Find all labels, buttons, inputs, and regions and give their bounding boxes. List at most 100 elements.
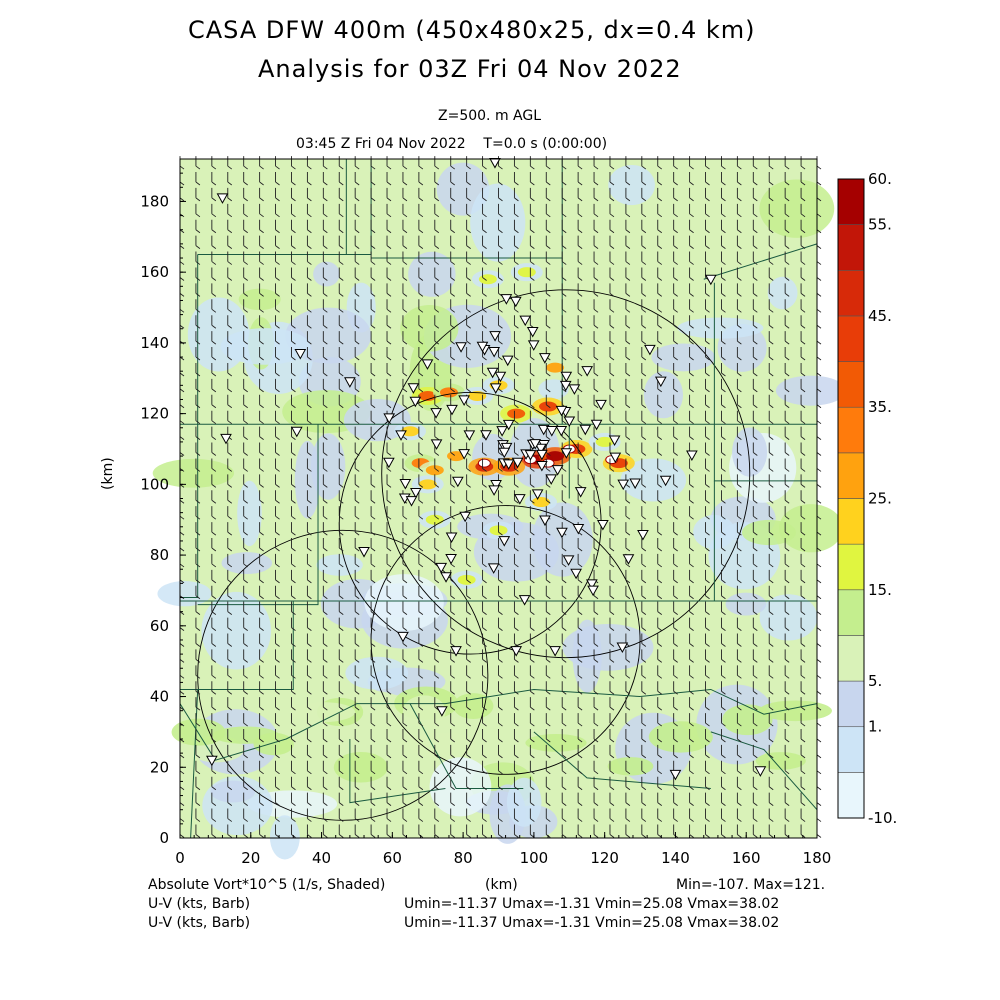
wind-barb <box>561 760 567 775</box>
wind-barb <box>561 697 567 711</box>
wind-barb <box>641 792 647 806</box>
wind-barb <box>418 760 424 775</box>
wind-barb <box>354 458 360 472</box>
station-marker <box>458 395 470 406</box>
wind-barb <box>211 522 217 536</box>
wind-barb <box>529 792 535 806</box>
wind-barb <box>354 251 360 265</box>
wind-barb <box>259 808 264 822</box>
wind-barb <box>561 585 567 600</box>
wind-barb <box>434 267 440 281</box>
wind-barb <box>418 315 424 329</box>
wind-barb <box>498 713 503 727</box>
wind-barb <box>386 681 392 695</box>
wind-barb <box>386 649 392 663</box>
wind-barb <box>736 824 742 838</box>
wind-barb <box>211 553 217 568</box>
wind-barb <box>291 299 296 313</box>
wind-barb <box>641 267 647 281</box>
wind-barb <box>291 203 296 218</box>
wind-barb <box>593 187 599 202</box>
wind-barb <box>259 331 264 345</box>
wind-barb <box>211 601 217 616</box>
wind-barb <box>593 219 599 234</box>
wind-barb <box>800 219 806 234</box>
wind-barb <box>784 331 790 345</box>
wind-barb <box>338 824 344 838</box>
wind-barb <box>370 665 376 679</box>
wind-barb <box>434 824 440 838</box>
wind-barb <box>657 299 663 313</box>
wind-barb <box>529 251 535 265</box>
wind-barb <box>306 219 312 234</box>
wind-barb <box>736 713 742 727</box>
shade-patch <box>470 183 526 262</box>
station-marker <box>430 439 443 450</box>
wind-barb <box>227 315 233 329</box>
wind-barb <box>259 490 264 504</box>
wind-barb <box>195 649 201 663</box>
wind-barb <box>498 315 503 329</box>
wind-barb <box>721 474 726 488</box>
wind-barb <box>338 426 344 440</box>
wind-barb <box>768 442 774 456</box>
wind-barb <box>609 156 615 170</box>
wind-barb <box>577 585 583 600</box>
wind-barb <box>354 267 360 281</box>
wind-barb <box>370 410 376 425</box>
wind-barb <box>450 267 455 281</box>
wind-barb <box>768 728 774 743</box>
field-label-vorticity: Absolute Vort*10^5 (1/s, Shaded) <box>148 877 386 893</box>
wind-barb <box>625 744 631 759</box>
wind-barb <box>625 315 631 329</box>
shade-patch <box>343 398 411 442</box>
wind-barb <box>322 808 328 822</box>
station-marker <box>526 327 539 338</box>
wind-barb <box>625 251 631 265</box>
wind-barb <box>561 776 567 791</box>
wind-barb <box>657 538 663 552</box>
x-tick-label: 160 <box>732 849 761 867</box>
wind-barb <box>736 187 742 202</box>
wind-barb <box>370 617 376 631</box>
wind-barb <box>195 219 201 234</box>
wind-barb <box>322 490 328 504</box>
wind-barb <box>625 585 631 600</box>
wind-barb <box>227 808 233 822</box>
wind-barb <box>800 362 806 377</box>
wind-barb <box>721 171 726 186</box>
wind-barb <box>657 760 663 775</box>
station-marker <box>496 426 508 437</box>
wind-barb <box>450 506 455 520</box>
wind-barb <box>354 187 360 202</box>
wind-barb <box>322 633 328 647</box>
wind-barb <box>561 569 567 584</box>
wind-barb <box>752 760 758 775</box>
wind-barb <box>784 458 790 472</box>
wind-barb <box>482 728 487 743</box>
wind-barb <box>418 633 424 647</box>
wind-barb <box>736 506 742 520</box>
wind-barb <box>402 187 408 202</box>
wind-barb <box>402 156 408 170</box>
wind-barb <box>577 713 583 727</box>
wind-barb <box>752 713 758 727</box>
wind-barb <box>434 792 440 806</box>
wind-barb <box>641 824 647 838</box>
wind-barb <box>306 522 312 536</box>
wind-barb <box>338 808 344 822</box>
wind-barb <box>211 776 217 791</box>
wind-barb <box>721 681 726 695</box>
wind-barb <box>561 713 567 727</box>
wind-barb <box>689 394 694 409</box>
wind-barb <box>752 410 758 425</box>
wind-barb <box>736 267 742 281</box>
wind-barb <box>259 474 264 488</box>
wind-barb <box>482 633 487 647</box>
wind-barb <box>434 283 440 297</box>
wind-barb <box>195 458 201 472</box>
wind-barb <box>418 187 424 202</box>
wind-barb <box>386 362 392 377</box>
wind-barb <box>466 203 471 218</box>
shade-patch <box>316 554 363 576</box>
